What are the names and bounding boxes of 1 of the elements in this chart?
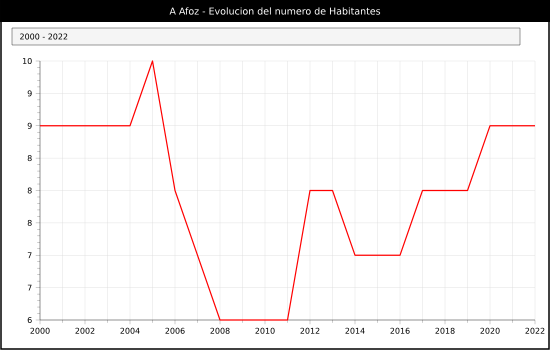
chart-title: A Afoz - Evolucion del numero de Habitantes [170, 7, 380, 15]
